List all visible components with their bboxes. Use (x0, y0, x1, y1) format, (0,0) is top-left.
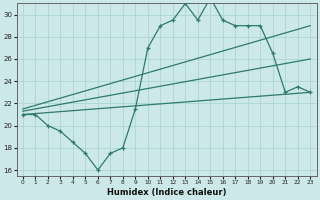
X-axis label: Humidex (Indice chaleur): Humidex (Indice chaleur) (107, 188, 226, 197)
